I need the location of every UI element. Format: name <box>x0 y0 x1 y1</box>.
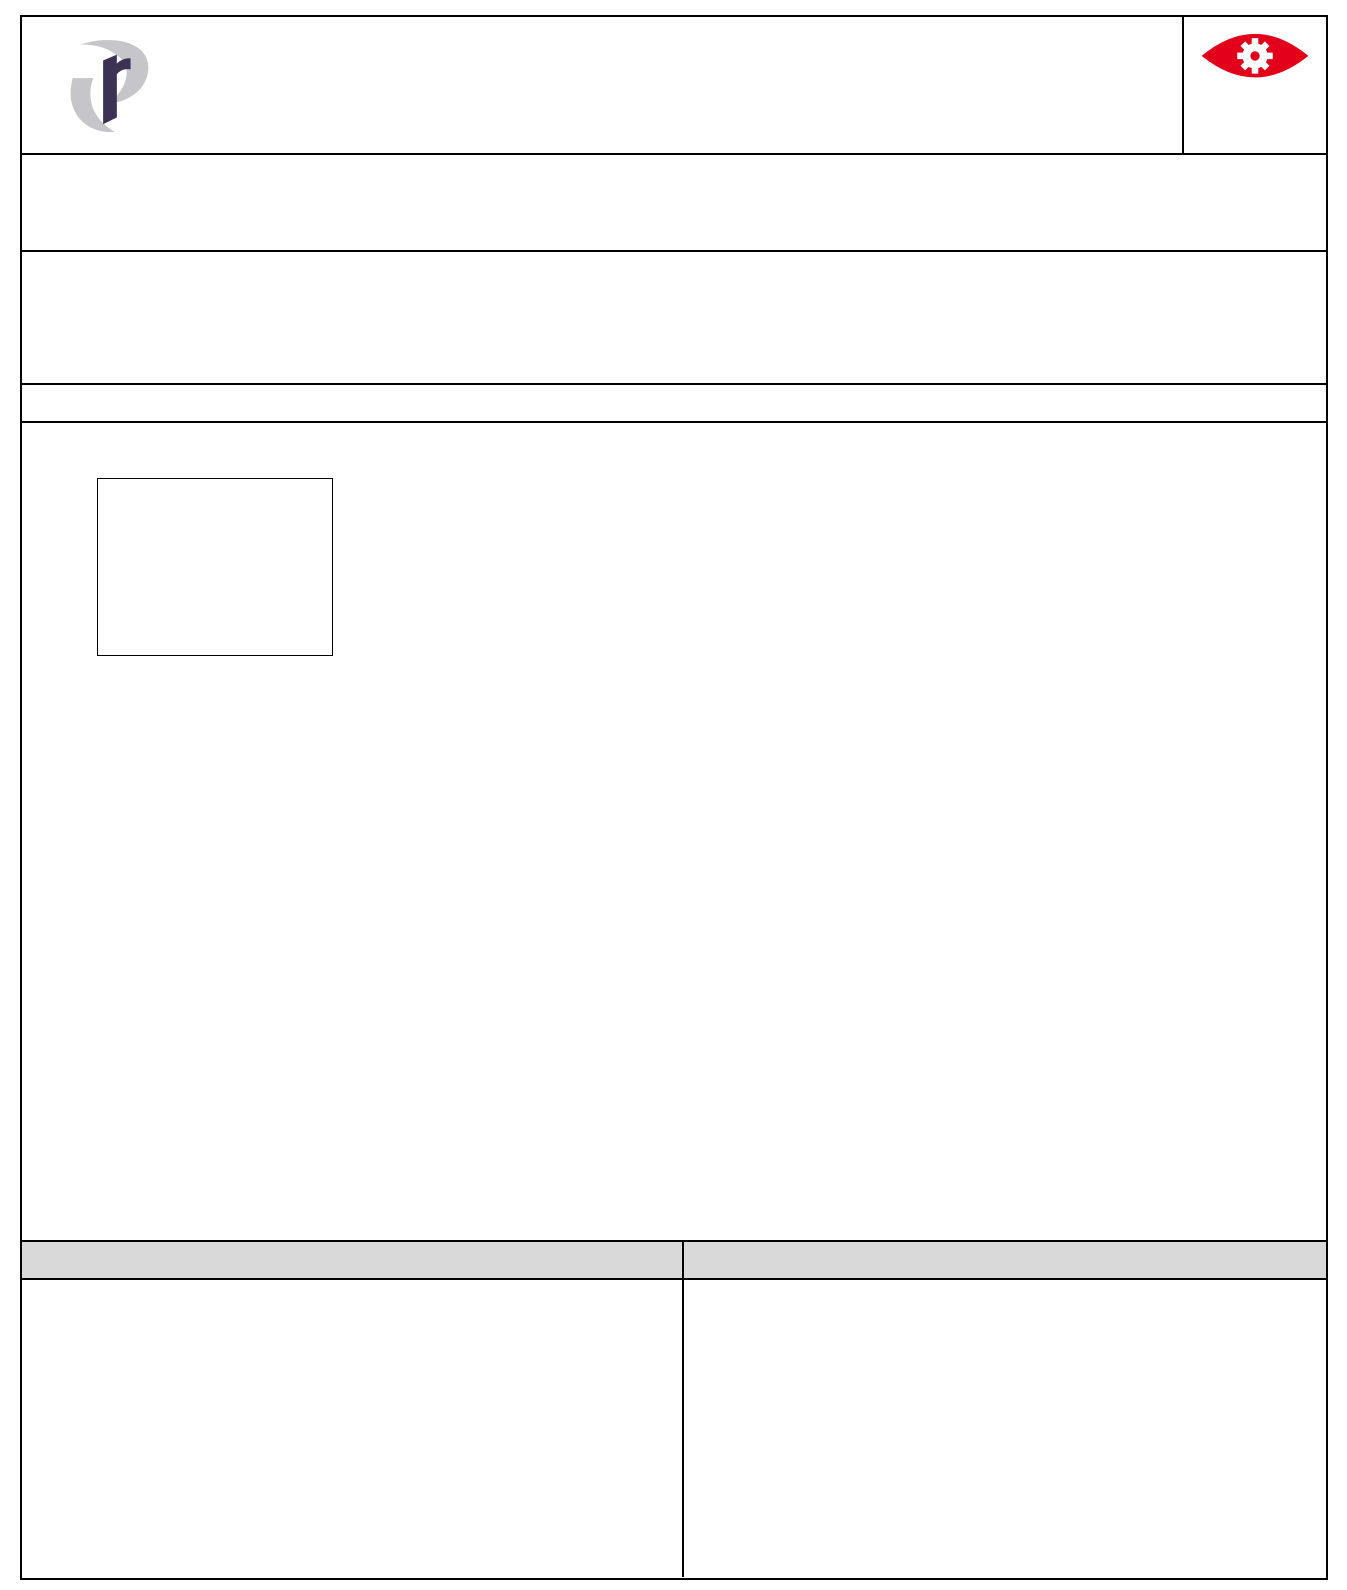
plot-region <box>88 460 1202 1150</box>
logo-swoosh-top <box>79 39 149 104</box>
header-divider <box>22 153 1326 155</box>
measurement-divider <box>22 421 1326 423</box>
maha-logo <box>1201 33 1309 78</box>
page-border-frame <box>20 15 1328 1580</box>
gear-icon <box>1237 38 1273 74</box>
device-logo-cell <box>1182 17 1326 153</box>
section-divider <box>682 1240 684 1577</box>
logo-swoosh-bottom <box>70 78 115 133</box>
power-data-band <box>22 1240 682 1280</box>
vehicle-divider <box>22 250 1326 252</box>
logo-r-glyph <box>103 54 131 125</box>
comment-divider <box>22 383 1326 385</box>
ambient-data-band <box>682 1240 1326 1280</box>
chart-legend <box>97 478 333 656</box>
re-performance-logo <box>70 39 149 133</box>
